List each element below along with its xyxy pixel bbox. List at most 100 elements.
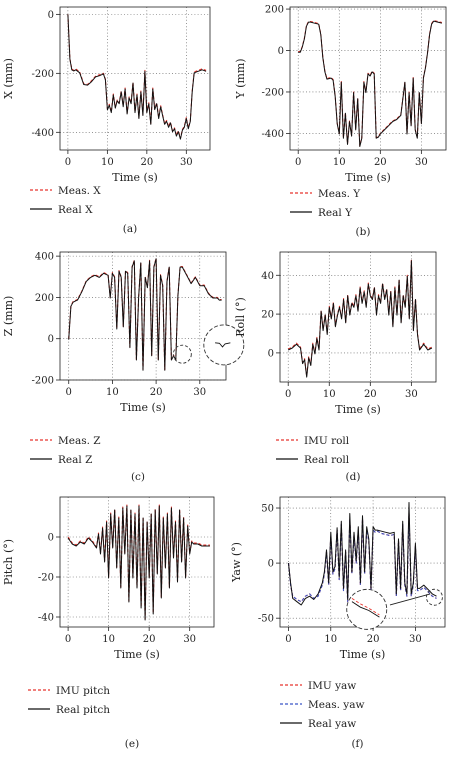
x-tick-label: 10 (102, 634, 115, 645)
legend: Meas. X Real X (30, 185, 101, 216)
x-tick-label: 30 (415, 157, 428, 168)
x-axis-label: Time (s) (340, 648, 386, 661)
x-tick-label: 0 (65, 157, 71, 168)
legend-label: IMU yaw (308, 680, 356, 692)
zoom-inset-imu (351, 597, 380, 616)
x-tick-label: 30 (405, 389, 418, 400)
panel-caption: (f) (351, 738, 363, 750)
x-tick-label: 0 (66, 387, 72, 398)
x-tick-label: 10 (324, 634, 337, 645)
plot-frame (289, 6, 447, 151)
y-axis-label: Pitch (°) (2, 539, 15, 585)
x-tick-label: 30 (183, 634, 196, 645)
zoom-inset-trace (215, 342, 231, 348)
legend: IMU yaw Meas. yaw Real yaw (280, 680, 364, 730)
legend: Meas. Y Real Y (290, 188, 361, 219)
legend-label: IMU pitch (56, 685, 110, 697)
legend-label: Real X (58, 204, 93, 216)
x-tick-label: 30 (409, 634, 422, 645)
x-axis-label: Time (s) (114, 648, 160, 661)
legend-label: Meas. yaw (308, 699, 364, 711)
zoom-connector (389, 593, 431, 606)
series-line-real-x (67, 14, 207, 140)
series-line-meas-x (67, 14, 207, 139)
y-tick-label: -20 (38, 573, 54, 584)
plot-frame (59, 251, 227, 381)
x-tick-label: 20 (143, 634, 156, 645)
y-tick-label: -400 (32, 128, 54, 139)
chart-panel-b: 0 10 20 30 200 0 -200 -400 Time (s) Y (mm) Meas. Y… (234, 5, 447, 238)
panel-caption: (c) (131, 471, 145, 483)
series-line-real-y (298, 20, 443, 147)
x-tick-label: 10 (323, 389, 336, 400)
legend-label: Real yaw (308, 718, 356, 730)
series-line-real-roll (287, 260, 433, 378)
x-tick-label: 10 (106, 387, 119, 398)
panel-caption: (e) (125, 738, 139, 750)
x-tick-label: 0 (65, 634, 71, 645)
chart-panel-f: 0 10 20 30 50 0 -50 Time (s) Yaw (°) IMU yaw Meas.… (230, 496, 446, 750)
y-tick-label: 0 (48, 10, 54, 21)
panel-caption: (b) (356, 226, 371, 238)
zoom-circle-small (425, 588, 443, 606)
y-tick-label: 200 (265, 5, 284, 16)
legend: IMU roll Real roll (276, 435, 350, 466)
y-tick-label: -200 (32, 69, 54, 80)
legend-label: Meas. Z (58, 435, 101, 447)
legend-label: Real pitch (56, 704, 110, 716)
y-axis-label: Roll (°) (234, 297, 247, 337)
x-tick-label: 20 (364, 389, 377, 400)
plot-frame (279, 251, 437, 383)
y-tick-label: 0 (48, 533, 54, 544)
legend-label: Meas. X (58, 185, 101, 197)
x-tick-label: 30 (193, 387, 206, 398)
y-axis-label: Y (mm) (234, 58, 247, 99)
x-axis-label: Time (s) (120, 401, 166, 414)
y-tick-label: 20 (261, 310, 274, 321)
y-axis-label: Z (mm) (2, 296, 15, 337)
y-tick-label: -50 (258, 614, 274, 625)
x-tick-label: 0 (285, 634, 291, 645)
y-tick-label: -200 (32, 376, 54, 387)
x-tick-label: 10 (101, 157, 114, 168)
x-axis-label: Time (s) (112, 171, 158, 184)
legend-label: Real Y (318, 207, 353, 219)
plot-frame (59, 6, 211, 151)
series-line-real-pitch (67, 505, 210, 621)
panel-caption: (a) (123, 223, 137, 235)
y-axis-label: Yaw (°) (230, 542, 243, 583)
y-tick-label: 40 (261, 271, 274, 282)
x-tick-label: 20 (150, 387, 163, 398)
y-tick-label: -40 (38, 613, 54, 624)
x-tick-label: 30 (180, 157, 193, 168)
chart-panel-c: 0 10 20 30 400 200 0 -200 Time (s) Z (mm) Meas. Z R… (2, 251, 245, 483)
x-tick-label: 10 (333, 157, 346, 168)
y-tick-label: -200 (262, 87, 284, 98)
x-tick-label: 0 (285, 389, 291, 400)
x-tick-label: 20 (367, 634, 380, 645)
y-tick-label: 50 (261, 504, 274, 515)
y-tick-label: 200 (35, 293, 54, 304)
x-tick-label: 20 (374, 157, 387, 168)
legend-label: Real Z (58, 454, 92, 466)
zoom-circle-small (172, 344, 192, 364)
x-axis-label: Time (s) (345, 171, 391, 184)
series-line-real-yaw (288, 502, 437, 606)
legend: IMU pitch Real pitch (28, 685, 110, 716)
chart-panel-a: 0 10 20 30 0 -200 -400 Time (s) X (mm) Meas. X Rea… (2, 6, 211, 235)
y-tick-label: 0 (268, 348, 274, 359)
y-tick-label: -400 (262, 129, 284, 140)
y-tick-label: 0 (48, 334, 54, 345)
chart-panel-d: 0 10 20 30 40 20 0 Time (s) Roll (°) IMU roll Real… (234, 251, 437, 483)
series-line-real-z (68, 258, 222, 371)
legend-label: Meas. Y (318, 188, 361, 200)
series-line-meas-y (298, 19, 443, 147)
legend: Meas. Z Real Z (30, 435, 101, 466)
y-axis-label: X (mm) (2, 58, 15, 99)
y-tick-label: 0 (268, 559, 274, 570)
series-line-meas-z (68, 257, 222, 371)
y-tick-label: 0 (278, 46, 284, 57)
x-tick-label: 0 (295, 157, 301, 168)
x-axis-label: Time (s) (335, 403, 381, 416)
